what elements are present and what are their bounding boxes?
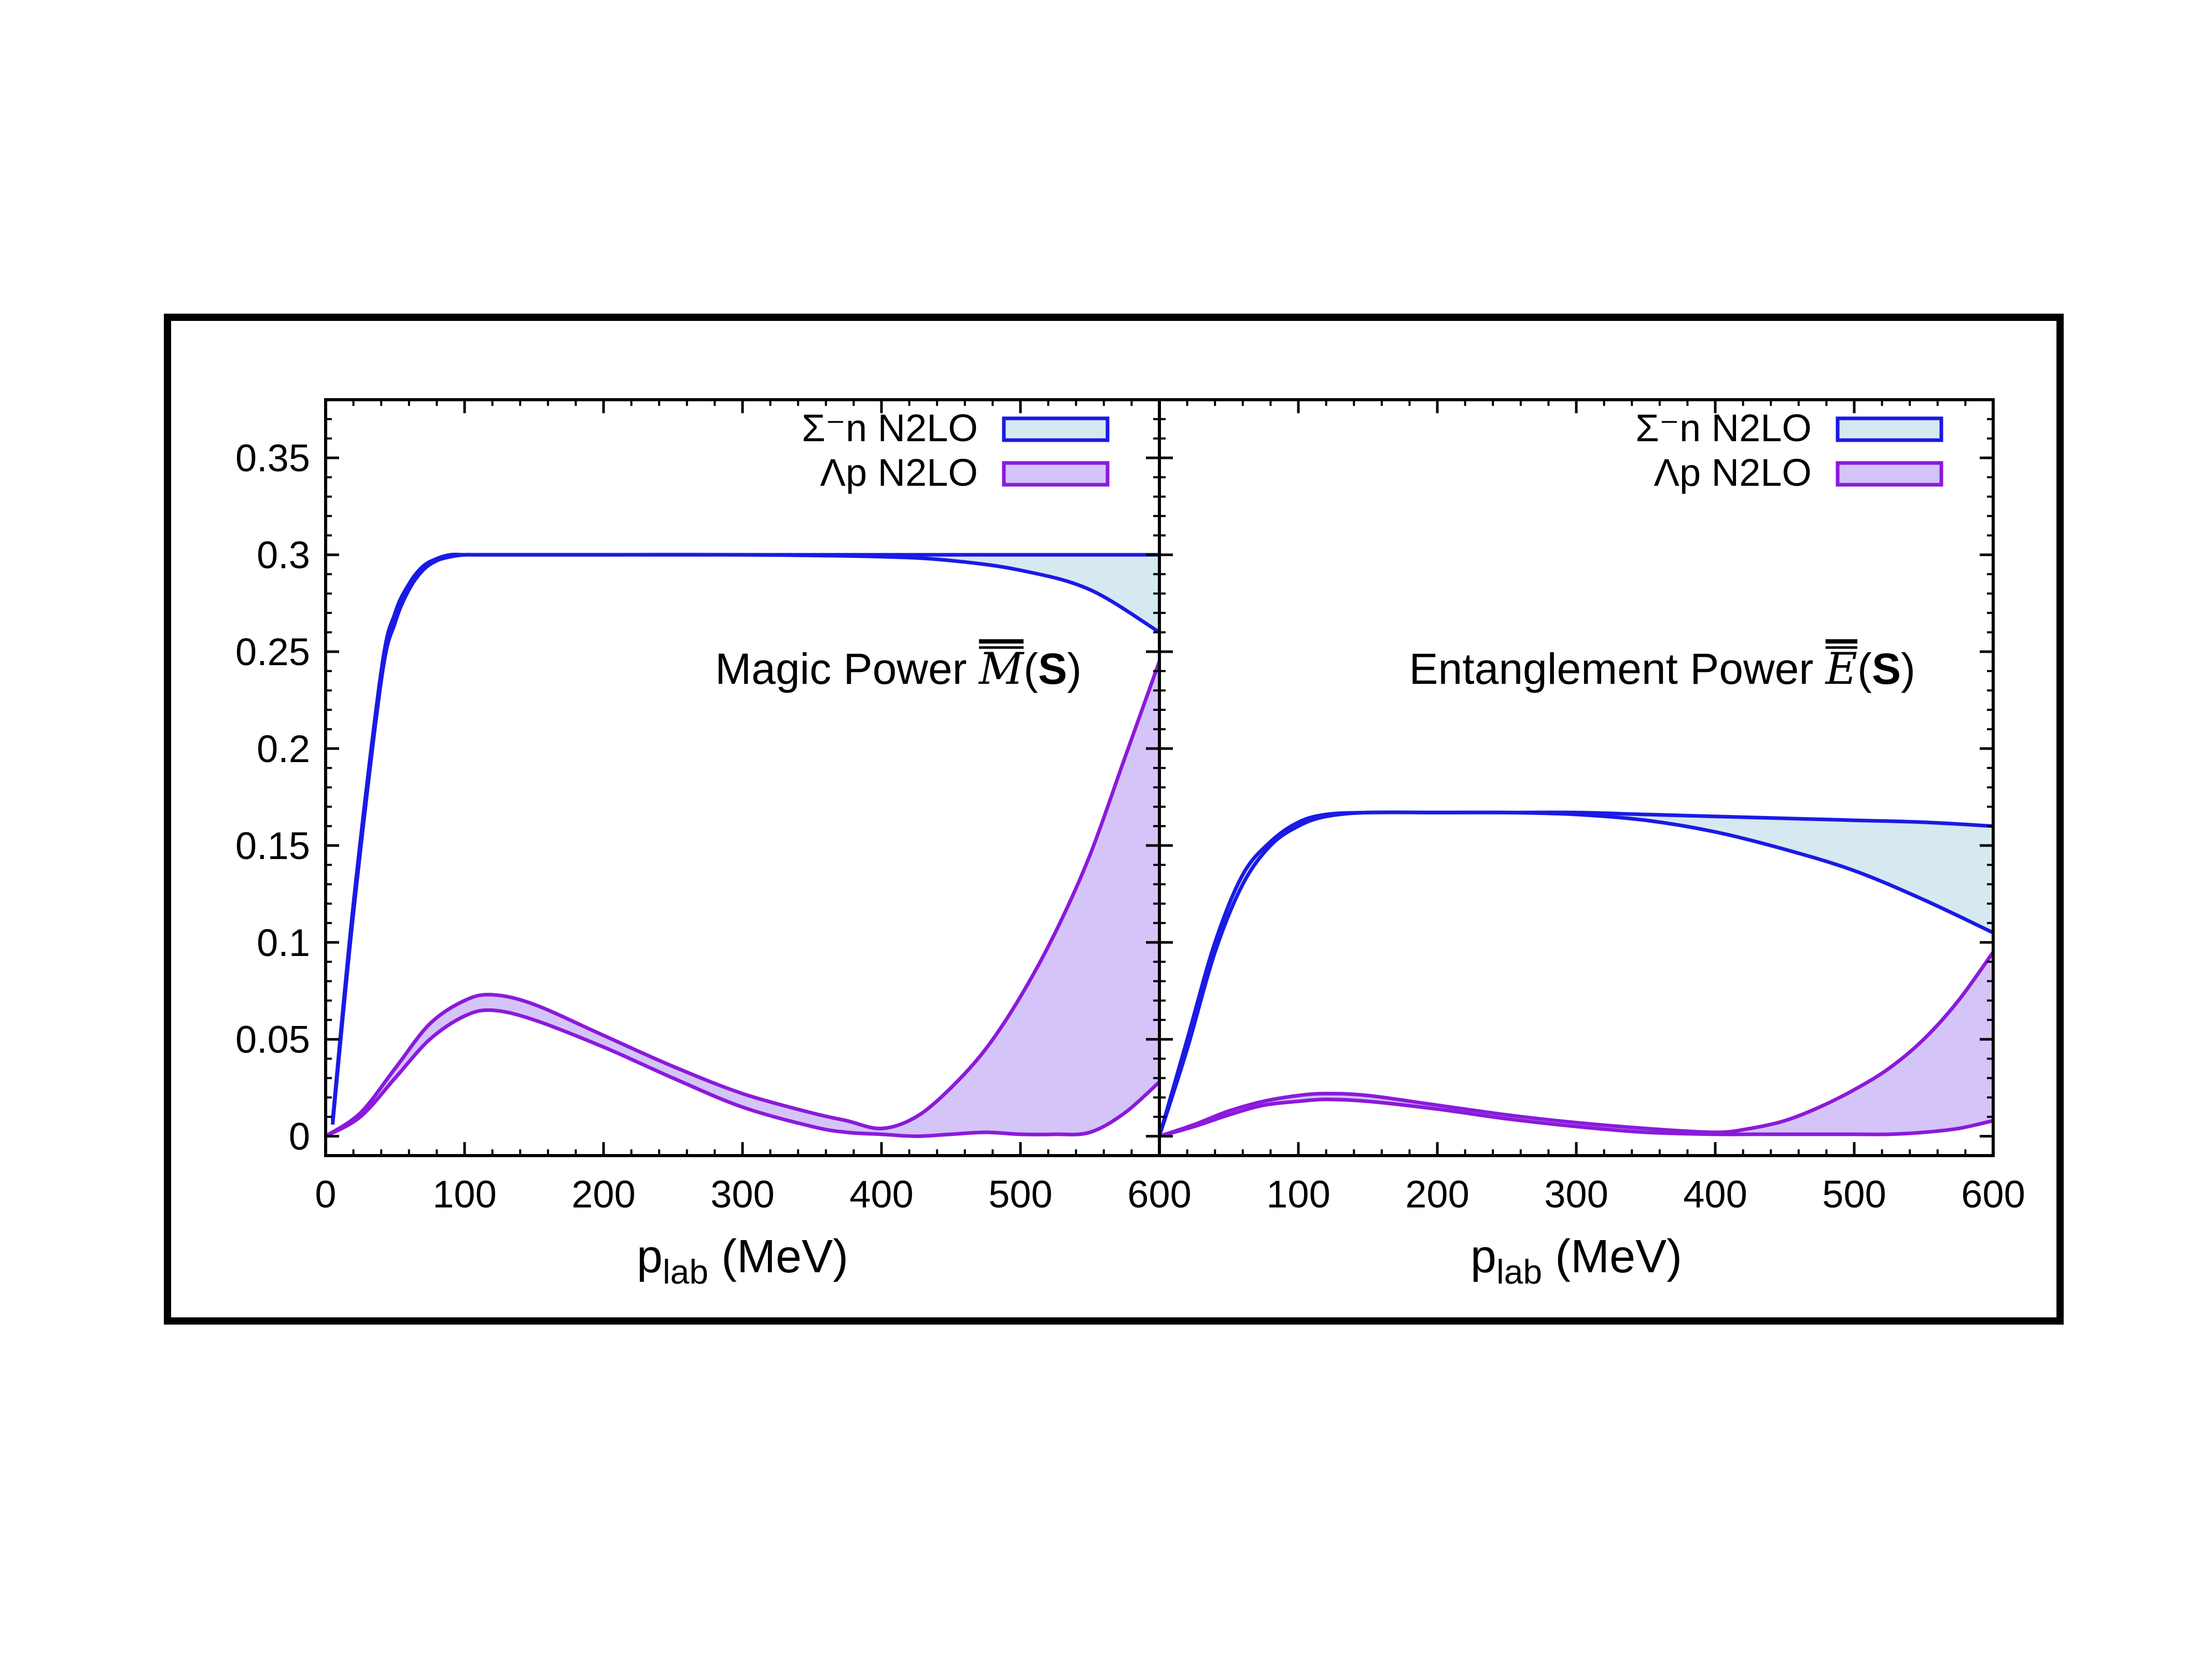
y-tick-label: 0.25 bbox=[235, 630, 310, 673]
x-tick-label: 300 bbox=[710, 1173, 774, 1216]
x-axis-label: plab (MeV) bbox=[1471, 1231, 1682, 1291]
legend-swatch-2 bbox=[1836, 461, 1943, 487]
x-tick-label: 200 bbox=[1405, 1173, 1469, 1216]
legend-swatch-1 bbox=[1002, 416, 1110, 442]
x-tick-label: 400 bbox=[1683, 1173, 1747, 1216]
y-tick-label: 0.05 bbox=[235, 1018, 310, 1061]
panel-annotation: Entanglement Power E(S) bbox=[1409, 643, 1915, 694]
x-tick-label: 100 bbox=[432, 1173, 496, 1216]
series-lower-line-1 bbox=[1157, 810, 1994, 1137]
legend-label-1: Σ⁻n N2LO bbox=[1635, 406, 1812, 449]
x-tick-label: 100 bbox=[1266, 1173, 1330, 1216]
legend-label-2: Λp N2LO bbox=[1654, 451, 1812, 494]
series-band-1 bbox=[1159, 812, 1993, 1136]
series-lower-line-2 bbox=[325, 1008, 1161, 1138]
series-upper-line-2 bbox=[1158, 951, 1995, 1138]
y-tick-label: 0.1 bbox=[257, 921, 310, 964]
chart: 0 100 200 300 400 500 600 0 0.05 0.1 0.15 0.2 0.25 0.… bbox=[235, 398, 2025, 1291]
x-tick-label: 200 bbox=[571, 1173, 635, 1216]
series-upper-line-2 bbox=[325, 660, 1161, 1138]
series-lower-line-1 bbox=[330, 553, 1160, 1125]
x-tick-label: 500 bbox=[1822, 1173, 1886, 1216]
legend-swatch-1 bbox=[1836, 416, 1943, 442]
series-band-2 bbox=[326, 661, 1159, 1136]
panel-1: 0 100 200 300 400 500 600 0 0.05 0.1 0.15 0.2 0.25 0.… bbox=[235, 398, 1192, 1291]
y-tick-label: 0 bbox=[289, 1115, 310, 1158]
x-tick-label: 500 bbox=[988, 1173, 1052, 1216]
y-tick-label: 0.3 bbox=[257, 533, 310, 577]
x-tick-label: 600 bbox=[1127, 1173, 1191, 1216]
x-axis-label: plab (MeV) bbox=[637, 1231, 848, 1291]
y-tick-label: 0.15 bbox=[235, 824, 310, 867]
legend-label-2: Λp N2LO bbox=[820, 451, 978, 494]
legend-label-1: Σ⁻n N2LO bbox=[802, 406, 978, 449]
y-tick-label: 0.2 bbox=[257, 727, 310, 770]
x-tick-label: 0 bbox=[315, 1173, 336, 1216]
plot-area-border bbox=[1158, 398, 1995, 1157]
figure-frame: 0 100 200 300 400 500 600 0 0.05 0.1 0.15 0.2 0.25 0.… bbox=[164, 314, 2064, 1325]
x-tick-label: 600 bbox=[1961, 1173, 2025, 1216]
x-tick-label: 300 bbox=[1544, 1173, 1608, 1216]
y-tick-label: 0.35 bbox=[235, 437, 310, 480]
legend-swatch-2 bbox=[1002, 461, 1110, 487]
panel-annotation: Magic Power M(S) bbox=[715, 643, 1082, 694]
x-tick-label: 400 bbox=[849, 1173, 913, 1216]
series-lower-line-2 bbox=[1159, 1098, 1994, 1138]
series-band-2 bbox=[1159, 952, 1993, 1136]
